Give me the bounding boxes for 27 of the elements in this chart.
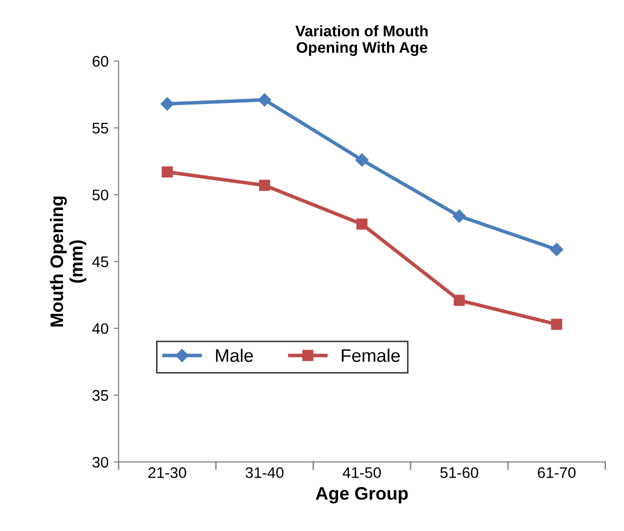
y-tick-label: 50 — [92, 190, 108, 200]
point — [356, 218, 368, 230]
y-tick-label: 55 — [92, 122, 108, 134]
x-tick-label: 31-40 — [246, 467, 284, 478]
point — [355, 153, 369, 167]
y-tick-label: 30 — [92, 456, 108, 468]
x-tick-label: 51-60 — [440, 467, 478, 478]
x-tick-label: 61-70 — [538, 467, 576, 478]
point — [258, 93, 272, 106]
point — [551, 318, 562, 330]
point — [259, 180, 270, 191]
point — [550, 242, 564, 256]
y-tick-label: 35 — [92, 390, 108, 401]
legend-label: Female — [342, 348, 400, 362]
x-tick-label: 41-50 — [342, 467, 381, 478]
chart-title: Variation of Mouth Opening With Age — [295, 25, 428, 56]
point — [452, 209, 466, 223]
point — [162, 166, 173, 178]
y-axis-title: Mouth Opening (mm) — [50, 196, 86, 326]
y-tick-label: 60 — [92, 56, 108, 67]
legend-label: Male — [216, 348, 253, 362]
x-tick-label: 21-30 — [148, 467, 186, 478]
y-tick-label: 45 — [92, 256, 108, 268]
y-tick-label: 40 — [92, 323, 108, 334]
point — [454, 294, 465, 306]
point — [160, 97, 174, 110]
x-axis-title: Age Group — [316, 487, 408, 504]
